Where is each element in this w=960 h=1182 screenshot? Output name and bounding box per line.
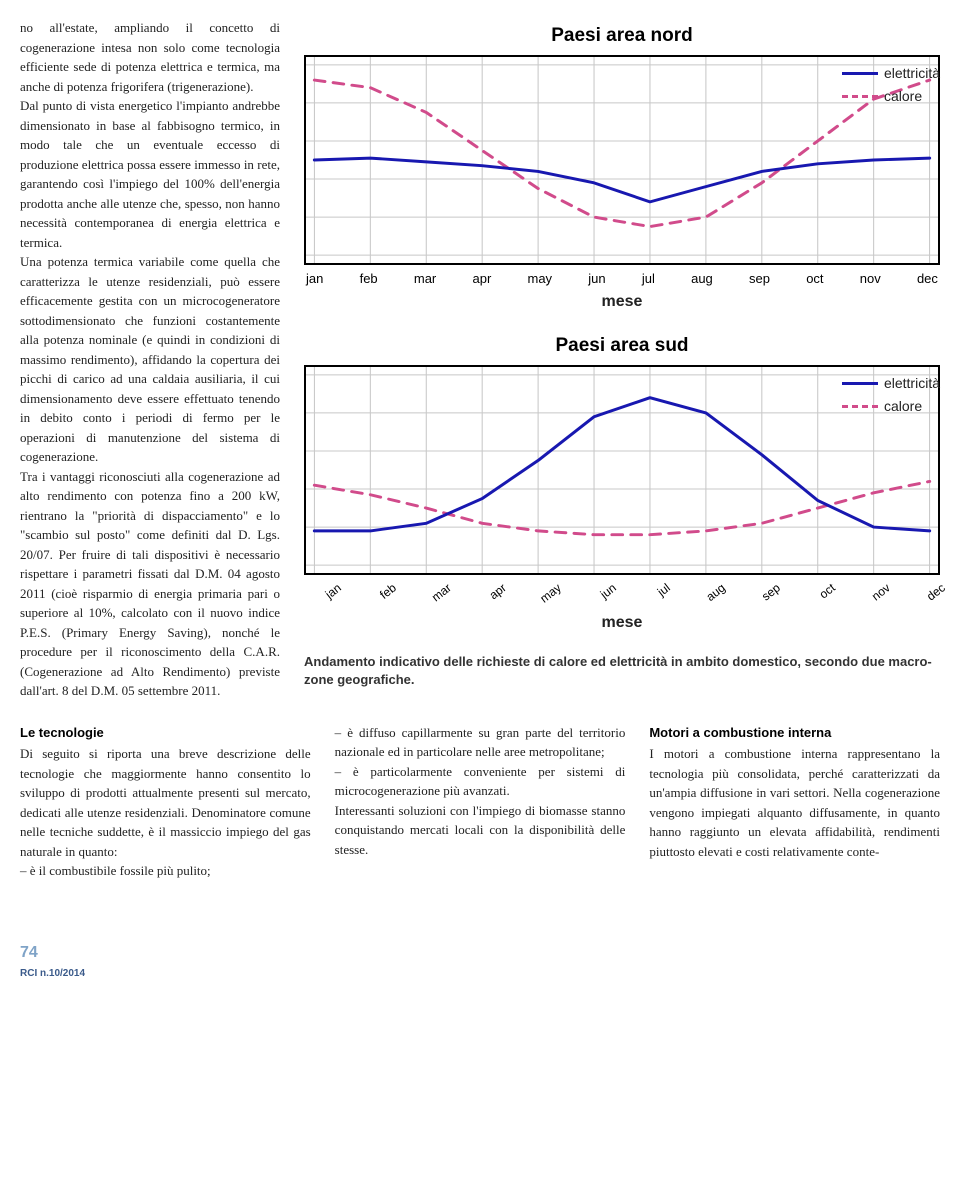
legend: elettricità calore: [842, 373, 940, 419]
tick-label: apr: [472, 269, 491, 289]
paragraph: I motori a combustione interna rappresen…: [649, 744, 940, 861]
subheading: Motori a combustione interna: [649, 723, 940, 743]
tick-label: jun: [588, 269, 605, 289]
tick-label: nov: [861, 579, 894, 610]
bottom-section: Le tecnologie Di seguito si riporta una …: [20, 723, 940, 881]
legend-item: elettricità: [842, 63, 940, 84]
paragraph: Dal punto di vista energetico l'impianto…: [20, 96, 280, 252]
paragraph: Tra i vantaggi riconosciuti alla cogener…: [20, 467, 280, 701]
chart-sud: Paesi area sud elettricità calore: [304, 332, 940, 635]
legend-label: calore: [884, 396, 922, 417]
legend-label: elettricità: [884, 63, 940, 84]
paragraph: Di seguito si riporta una breve descrizi…: [20, 744, 311, 881]
tick-label: jan: [312, 579, 345, 610]
bottom-col-1: Le tecnologie Di seguito si riporta una …: [20, 723, 311, 881]
bottom-col-2: – è diffuso capillarmente su gran parte …: [335, 723, 626, 881]
tick-label: jul: [642, 269, 655, 289]
page-footer: 74 RCI n.10/2014: [20, 941, 940, 982]
legend-line-icon: [842, 382, 878, 385]
x-axis-label: mese: [304, 290, 940, 314]
paragraph: no all'estate, ampliando il concetto di …: [20, 18, 280, 96]
chart-title: Paesi area sud: [304, 332, 940, 361]
legend-item: elettricità: [842, 373, 940, 394]
tick-label: feb: [367, 579, 400, 610]
legend-item: calore: [842, 86, 940, 107]
chart-title: Paesi area nord: [304, 22, 940, 51]
page-number: 74: [20, 944, 38, 961]
tick-label: aug: [691, 269, 713, 289]
legend-line-icon: [842, 95, 878, 98]
tick-label: aug: [696, 579, 729, 610]
plot-area: elettricità calore: [304, 55, 940, 265]
x-axis: jan feb mar apr may jun jul aug sep oct nov dec: [304, 265, 940, 289]
paragraph: – è diffuso capillarmente su gran parte …: [335, 723, 626, 860]
legend-line-icon: [842, 405, 878, 408]
subheading: Le tecnologie: [20, 723, 311, 743]
tick-label: jun: [586, 579, 619, 610]
figure-caption: Andamento indicativo delle richieste di …: [304, 653, 940, 689]
tick-label: mar: [422, 579, 455, 610]
tick-label: jan: [306, 269, 323, 289]
tick-label: apr: [477, 579, 510, 610]
legend-line-icon: [842, 72, 878, 75]
tick-label: sep: [751, 579, 784, 610]
paragraph: Una potenza termica variabile come quell…: [20, 252, 280, 467]
x-axis-label: mese: [304, 611, 940, 635]
tick-label: oct: [806, 269, 823, 289]
chart-column: Paesi area nord elettricità calore: [304, 18, 940, 701]
bottom-col-3: Motori a combustione interna I motori a …: [649, 723, 940, 881]
x-axis: janfebmaraprmayjunjulaugsepoctnovdec: [304, 575, 940, 597]
tick-label: jul: [641, 579, 674, 610]
tick-label: sep: [749, 269, 770, 289]
tick-label: mar: [414, 269, 436, 289]
plot-area: elettricità calore: [304, 365, 940, 575]
main-text-column: no all'estate, ampliando il concetto di …: [20, 18, 280, 701]
legend: elettricità calore: [842, 63, 940, 109]
tick-label: oct: [806, 579, 839, 610]
tick-label: may: [532, 579, 565, 610]
tick-label: dec: [916, 579, 949, 610]
chart-nord: Paesi area nord elettricità calore: [304, 22, 940, 314]
tick-label: nov: [860, 269, 881, 289]
tick-label: feb: [360, 269, 378, 289]
legend-label: calore: [884, 86, 922, 107]
legend-item: calore: [842, 396, 940, 417]
legend-label: elettricità: [884, 373, 940, 394]
tick-label: may: [528, 269, 553, 289]
tick-label: dec: [917, 269, 938, 289]
publication-ref: RCI n.10/2014: [20, 968, 85, 979]
